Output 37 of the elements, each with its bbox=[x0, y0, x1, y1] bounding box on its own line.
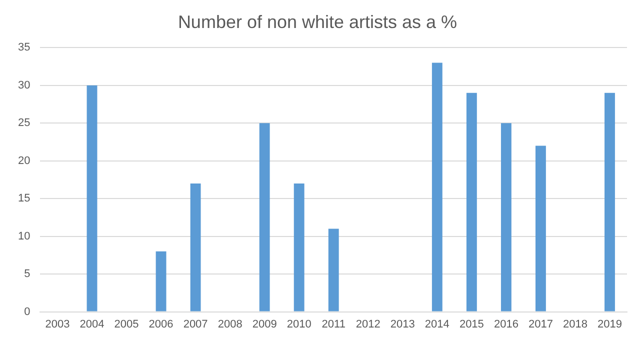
x-tick-label: 2008 bbox=[218, 318, 242, 330]
x-tick-label: 2006 bbox=[148, 318, 174, 330]
x-tick-label: 2003 bbox=[45, 318, 70, 330]
x-tick-label: 2009 bbox=[252, 318, 277, 330]
bar bbox=[86, 85, 98, 312]
y-tick-label: 25 bbox=[18, 117, 30, 130]
x-tick-label: 2012 bbox=[356, 318, 380, 330]
y-tick-label: 10 bbox=[18, 230, 30, 242]
x-tick-label: 2018 bbox=[562, 318, 588, 330]
bar bbox=[259, 123, 270, 312]
x-tick-label: 2017 bbox=[528, 318, 553, 330]
x-tick-label: 2016 bbox=[494, 318, 518, 330]
bar bbox=[604, 92, 615, 312]
x-tick-label: 2013 bbox=[390, 318, 415, 330]
x-tick-label: 2014 bbox=[424, 318, 450, 330]
y-tick-label: 15 bbox=[18, 192, 30, 205]
x-tick-label: 2010 bbox=[286, 318, 312, 330]
bar bbox=[156, 251, 166, 312]
bar bbox=[294, 183, 304, 312]
bar bbox=[328, 228, 339, 312]
y-tick-label: 30 bbox=[18, 79, 30, 92]
y-tick-label: 5 bbox=[24, 268, 30, 280]
bar bbox=[190, 183, 201, 312]
x-tick-label: 2007 bbox=[183, 318, 208, 330]
y-tick-label: 0 bbox=[24, 306, 30, 318]
x-tick-label: 2019 bbox=[598, 318, 622, 330]
x-tick-label: 2004 bbox=[80, 318, 104, 330]
y-tick-label: 20 bbox=[18, 154, 30, 167]
x-tick-label: 2011 bbox=[322, 318, 346, 330]
bar bbox=[432, 62, 442, 312]
bar bbox=[500, 123, 512, 312]
x-tick-label: 2015 bbox=[459, 318, 484, 330]
x-tick-label: 2005 bbox=[114, 318, 139, 330]
y-tick-label: 35 bbox=[18, 42, 30, 54]
bar bbox=[466, 92, 477, 312]
chart-title: Number of non white artists as a % bbox=[178, 12, 458, 32]
bar bbox=[535, 146, 546, 312]
